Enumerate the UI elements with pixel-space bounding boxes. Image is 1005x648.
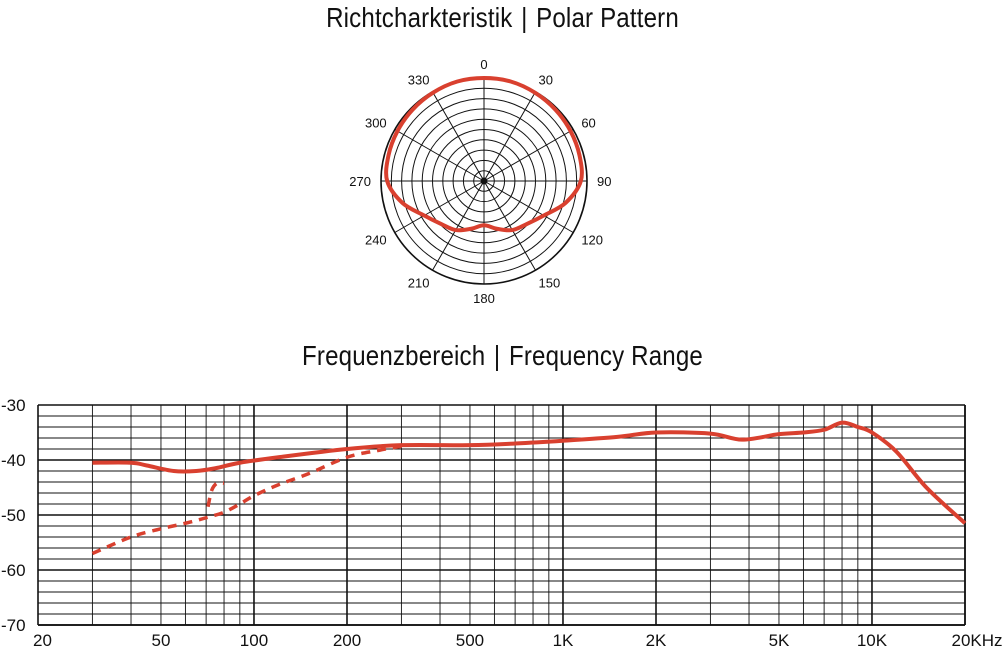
polar-title-english: Polar Pattern — [536, 2, 679, 33]
freq-title-separator: | — [493, 340, 501, 371]
x-tick-label: 1K — [553, 631, 574, 648]
low-cut-dashed-curve — [206, 480, 225, 508]
polar-angle-label: 270 — [349, 174, 371, 189]
polar-spoke — [483, 180, 536, 271]
polar-angle-label: 240 — [365, 233, 387, 248]
polar-grid — [380, 77, 588, 285]
polar-title-separator: | — [521, 2, 528, 33]
polar-angle-label: 30 — [539, 73, 553, 88]
low-cut-dashed-curve — [91, 444, 402, 556]
x-tick-label: 10K — [857, 631, 888, 648]
polar-angle-label: 300 — [365, 116, 387, 131]
polar-center-dot — [480, 177, 488, 185]
frequency-grid — [37, 404, 966, 626]
polar-angle-label: 120 — [581, 233, 603, 248]
polar-angle-label: 180 — [473, 291, 495, 306]
polar-pattern-title: Richtcharkteristik | Polar Pattern — [70, 2, 934, 34]
frequency-response-curve — [92, 420, 967, 525]
x-tick-label: 200 — [333, 631, 361, 648]
polar-spoke — [432, 180, 485, 271]
polar-title-german: Richtcharkteristik — [326, 2, 513, 33]
polar-angle-label: 0 — [480, 57, 487, 72]
polar-angle-label: 90 — [597, 174, 611, 189]
polar-angle-label: 210 — [408, 275, 430, 290]
frequency-range-title: Frequenzbereich | Frequency Range — [70, 340, 934, 372]
polar-spoke — [394, 129, 485, 182]
freq-title-english: Frequency Range — [508, 340, 703, 371]
y-tick-label: -70 — [1, 616, 26, 635]
polar-response-curve — [384, 76, 584, 233]
y-tick-label: -50 — [1, 506, 26, 525]
polar-spoke — [483, 91, 536, 182]
freq-title-german: Frequenzbereich — [302, 340, 486, 371]
y-tick-label: -30 — [1, 396, 26, 415]
x-tick-label: 100 — [240, 631, 268, 648]
polar-spoke — [432, 91, 485, 182]
polar-angle-label: 60 — [581, 116, 595, 131]
polar-angle-label: 150 — [539, 275, 561, 290]
polar-spoke — [483, 129, 574, 182]
x-tick-label: 2K — [646, 631, 667, 648]
x-tick-label: 20KHz — [951, 631, 1002, 648]
x-tick-label: 5K — [769, 631, 790, 648]
polar-spoke — [483, 180, 574, 233]
y-tick-label: -40 — [1, 451, 26, 470]
x-tick-label: 20 — [33, 631, 52, 648]
y-tick-label: -60 — [1, 561, 26, 580]
polar-spoke — [394, 180, 485, 233]
x-tick-label: 500 — [456, 631, 484, 648]
x-tick-label: 50 — [152, 631, 171, 648]
polar-angle-label: 330 — [408, 73, 430, 88]
